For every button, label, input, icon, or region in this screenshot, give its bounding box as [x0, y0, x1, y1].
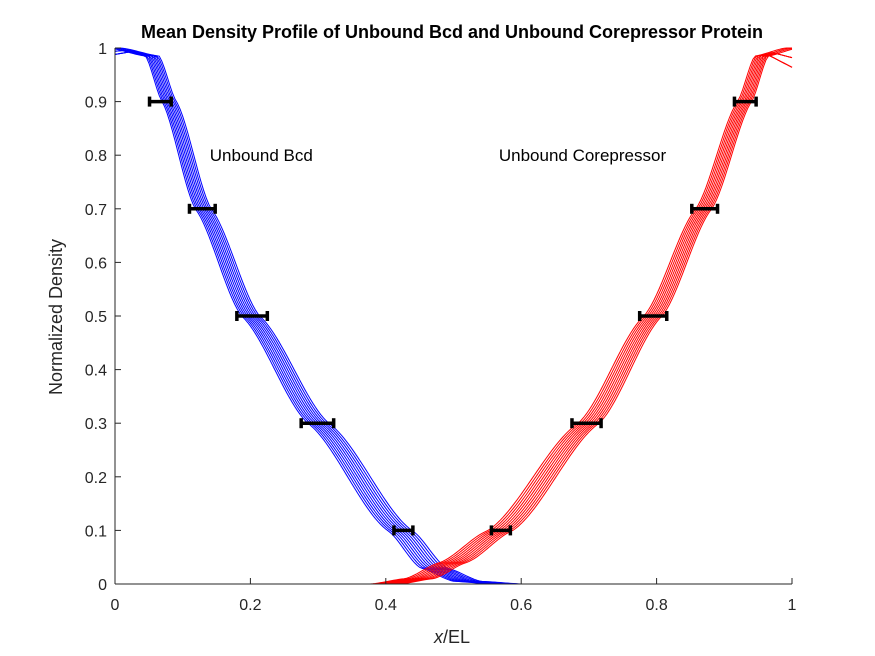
- y-tick-label: 0.5: [85, 309, 107, 326]
- y-tick-label: 0.1: [85, 523, 107, 540]
- x-axis-label-unit: /EL: [443, 627, 470, 647]
- error-bar: [690, 203, 720, 214]
- x-tick-label: 1: [788, 597, 797, 614]
- y-tick-label: 0.7: [85, 202, 107, 219]
- y-tick-label: 0.3: [85, 416, 107, 433]
- x-axis-label-variable: x: [433, 627, 444, 647]
- curve-group-label: Unbound Corepressor: [499, 146, 667, 165]
- chart-title: Mean Density Profile of Unbound Bcd and …: [141, 22, 763, 42]
- y-axis-label: Normalized Density: [46, 239, 66, 395]
- error-bar: [392, 525, 415, 536]
- y-tick-label: 0: [98, 577, 107, 594]
- y-tick-label: 0.6: [85, 255, 107, 272]
- error-bar: [637, 311, 669, 321]
- plot-area: 0 0.2 0.4 0.6 0.8 1 0 0.1 0.2 0.3 0.4 0.5 0.6 0.7 0.8…: [85, 41, 797, 614]
- y-tick-label: 1: [98, 41, 107, 58]
- y-tick-label: 0.2: [85, 470, 107, 487]
- y-tick-label: 0.8: [85, 148, 107, 165]
- error-bar: [489, 525, 513, 536]
- x-axis-ticks: 0 0.2 0.4 0.6 0.8 1: [111, 578, 797, 614]
- x-tick-label: 0.2: [239, 597, 261, 614]
- error-bar: [299, 418, 336, 429]
- curve-group-label: Unbound Bcd: [210, 146, 313, 165]
- error-bar: [187, 203, 217, 214]
- x-tick-label: 0: [111, 597, 120, 614]
- curve-layer: [114, 47, 793, 585]
- y-tick-label: 0.9: [85, 95, 107, 112]
- error-bar-layer: [147, 96, 758, 536]
- y-axis-ticks: 0 0.1 0.2 0.3 0.4 0.5 0.6 0.7 0.8 0.9 1: [85, 41, 121, 594]
- annotation-layer: Unbound Bcd Unbound Corepressor: [210, 146, 667, 165]
- x-tick-label: 0.4: [375, 597, 397, 614]
- x-tick-label: 0.6: [510, 597, 532, 614]
- x-axis-label: x/EL: [433, 627, 470, 647]
- y-tick-label: 0.4: [85, 363, 107, 380]
- error-bar: [732, 96, 758, 107]
- error-bar: [147, 96, 173, 107]
- x-tick-label: 0.8: [645, 597, 667, 614]
- axes-background: [115, 48, 792, 584]
- error-bar: [235, 311, 270, 321]
- error-bar: [570, 418, 603, 429]
